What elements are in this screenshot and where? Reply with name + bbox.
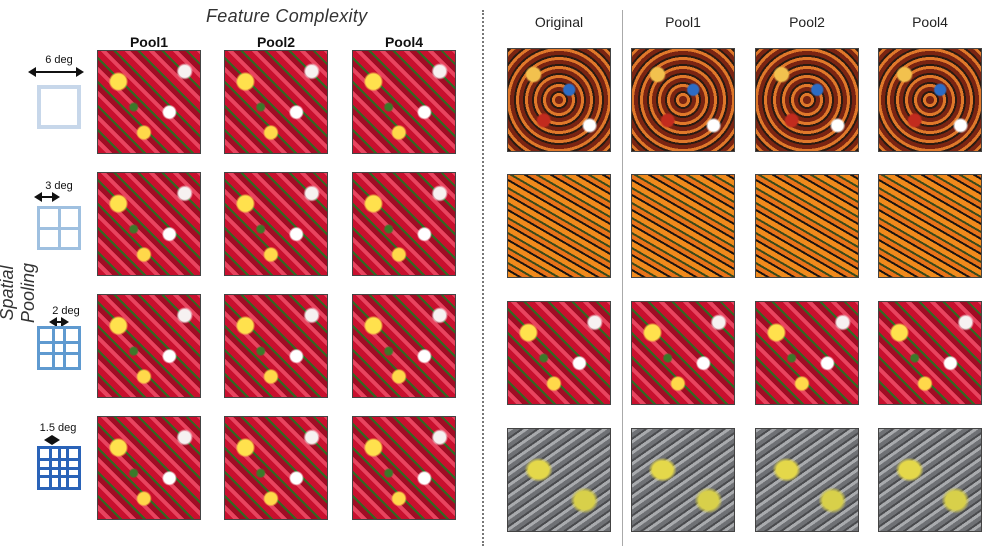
right-header-original: Original <box>534 14 584 30</box>
row1-arrow-icon <box>28 67 84 77</box>
pooling-grid-1x1-icon <box>37 85 81 129</box>
row3-arrow-icon <box>49 317 69 327</box>
spatial-pooling-title: Spatial Pooling <box>0 262 38 324</box>
left-header-pool2: Pool2 <box>256 34 296 50</box>
tulip-pool2-3deg <box>224 172 328 276</box>
tulips-pool1 <box>631 301 735 405</box>
tulip-pool4-1.5deg <box>352 416 456 520</box>
tulip-pool1-3deg <box>97 172 201 276</box>
tulips-original <box>507 301 611 405</box>
butterflies-pool2 <box>755 174 859 278</box>
tulip-pool1-2deg <box>97 294 201 398</box>
tulip-pool2-2deg <box>224 294 328 398</box>
tulip-pool4-3deg <box>352 172 456 276</box>
right-header-pool2: Pool2 <box>789 14 825 30</box>
pooling-grid-2x2-icon <box>37 206 81 250</box>
pooling-grid-4x4-icon <box>37 446 81 490</box>
row2-arrow-icon <box>34 192 60 202</box>
row4-arrow-icon <box>44 435 60 445</box>
left-header-pool4: Pool4 <box>384 34 424 50</box>
tulip-pool4-2deg <box>352 294 456 398</box>
stones-pool4 <box>878 428 982 532</box>
pooling-grid-3x3-icon <box>37 326 81 370</box>
tulip-pool2-1.5deg <box>224 416 328 520</box>
tulip-pool1-1.5deg <box>97 416 201 520</box>
marbles-original <box>507 48 611 152</box>
feature-complexity-title: Feature Complexity <box>206 6 368 26</box>
marbles-pool4 <box>878 48 982 152</box>
right-header-pool4: Pool4 <box>912 14 948 30</box>
row4-deg-label: 1.5 deg <box>39 422 77 434</box>
stones-pool1 <box>631 428 735 532</box>
left-header-pool1: Pool1 <box>129 34 169 50</box>
tulip-pool4-6deg <box>352 50 456 154</box>
tulip-pool2-6deg <box>224 50 328 154</box>
right-header-pool1: Pool1 <box>665 14 701 30</box>
tulip-pool1-6deg <box>97 50 201 154</box>
marbles-pool1 <box>631 48 735 152</box>
tulips-pool4 <box>878 301 982 405</box>
butterflies-pool4 <box>878 174 982 278</box>
marbles-pool2 <box>755 48 859 152</box>
stones-original <box>507 428 611 532</box>
stones-pool2 <box>755 428 859 532</box>
panel-divider <box>482 10 484 546</box>
butterflies-original <box>507 174 611 278</box>
original-divider <box>622 10 623 546</box>
butterflies-pool1 <box>631 174 735 278</box>
row1-deg-label: 6 deg <box>45 54 73 66</box>
tulips-pool2 <box>755 301 859 405</box>
row2-deg-label: 3 deg <box>45 180 73 192</box>
row3-deg-label: 2 deg <box>52 305 80 317</box>
